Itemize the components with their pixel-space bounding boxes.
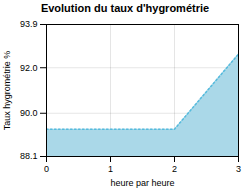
svg-text:3: 3 [236,164,241,174]
svg-text:88.1: 88.1 [20,151,38,161]
svg-text:heure par heure: heure par heure [110,178,174,188]
svg-text:2: 2 [172,164,177,174]
svg-text:0: 0 [44,164,49,174]
svg-text:Taux hygrométrie %: Taux hygrométrie % [2,51,12,131]
svg-text:1: 1 [108,164,113,174]
svg-text:93.9: 93.9 [20,19,38,29]
html-text:Evolution du taux d'hygrométri: Evolution du taux d'hygrométrie [40,2,210,14]
svg-text:92.0: 92.0 [20,63,38,73]
svg-text:90.0: 90.0 [20,108,38,118]
